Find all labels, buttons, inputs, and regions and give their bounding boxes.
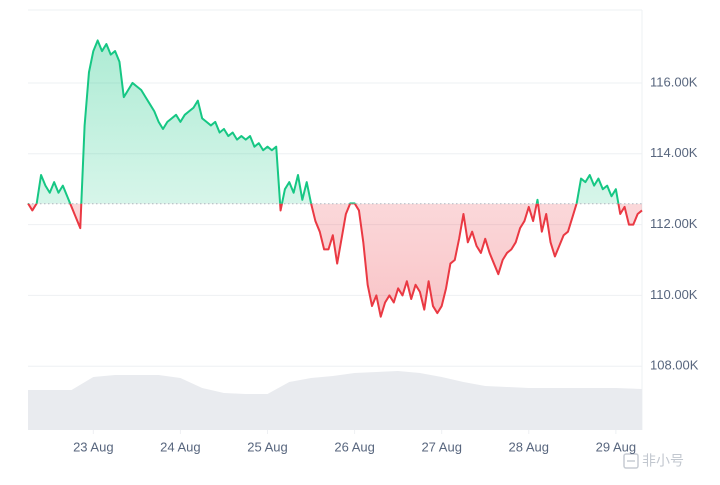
x-tick-label: 28 Aug	[509, 439, 550, 454]
x-tick-label: 27 Aug	[421, 439, 462, 454]
x-tick-label: 29 Aug	[596, 439, 637, 454]
x-tick-label: 25 Aug	[247, 439, 288, 454]
y-tick-label: 112.00K	[650, 216, 698, 231]
y-tick-label: 114.00K	[650, 145, 698, 160]
price-line-above	[27, 39, 620, 204]
x-tick-label: 24 Aug	[160, 439, 201, 454]
watermark: 非小号	[642, 453, 684, 469]
y-tick-label: 116.00K	[650, 74, 698, 89]
volume-area	[28, 371, 642, 430]
y-tick-label: 110.00K	[650, 287, 698, 302]
y-tick-label: 108.00K	[650, 358, 699, 373]
area-below	[28, 203, 642, 317]
x-tick-label: 26 Aug	[334, 439, 375, 454]
area-above	[28, 40, 619, 204]
watermark-logo	[623, 453, 639, 469]
x-tick-label: 23 Aug	[73, 439, 114, 454]
price-line-below	[27, 203, 643, 318]
